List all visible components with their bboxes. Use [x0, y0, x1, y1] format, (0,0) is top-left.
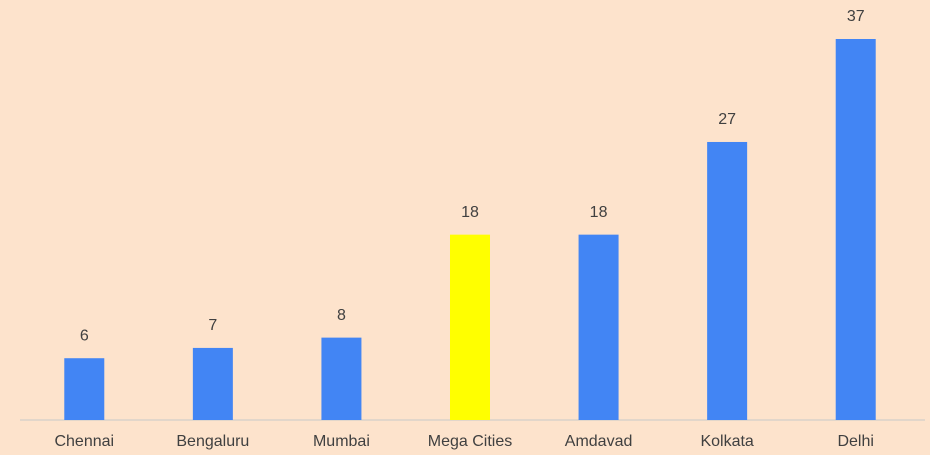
bar — [450, 234, 490, 420]
value-label: 7 — [208, 317, 217, 334]
x-tick-label: Mega Cities — [428, 433, 512, 450]
bar — [321, 337, 362, 420]
bar — [835, 39, 876, 420]
bar — [707, 141, 748, 421]
x-tick-label: Amdavad — [565, 433, 633, 450]
value-label: 27 — [718, 111, 736, 128]
x-tick-label: Kolkata — [700, 433, 753, 450]
bar — [192, 347, 233, 420]
x-tick-label: Mumbai — [313, 433, 370, 450]
value-label: 37 — [847, 8, 865, 25]
bar — [64, 358, 105, 420]
x-tick-label: Bengaluru — [176, 433, 249, 450]
x-tick-label: Chennai — [54, 433, 114, 450]
value-label: 8 — [337, 307, 346, 324]
value-label: 18 — [590, 204, 608, 221]
value-label: 6 — [80, 327, 89, 344]
value-label: 18 — [461, 204, 479, 221]
x-tick-label: Delhi — [837, 433, 873, 450]
bar — [578, 234, 619, 420]
